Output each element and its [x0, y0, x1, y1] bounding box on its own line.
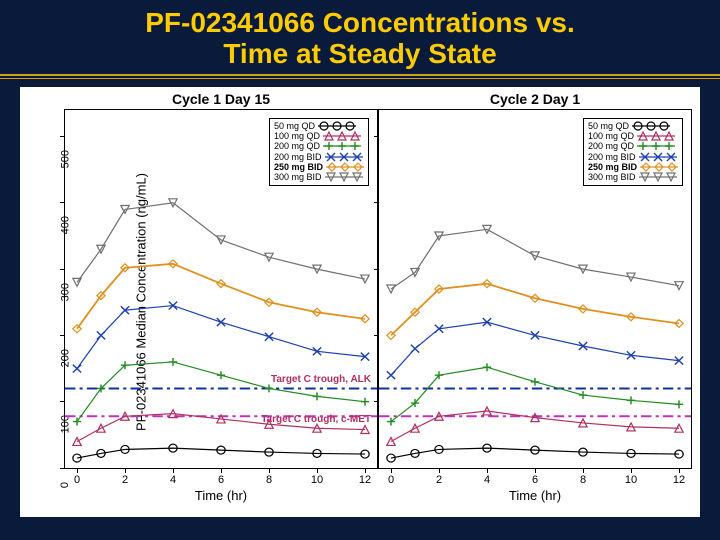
legend-swatch	[639, 172, 677, 182]
slide-title: PF-02341066 Concentrations vs. Time at S…	[0, 0, 720, 70]
y-tick-mark	[374, 468, 379, 469]
legend-item: 300 mg BID	[588, 172, 678, 182]
legend-swatch	[637, 141, 675, 151]
target-cmet-label: Target C trough, c-MET	[261, 414, 371, 425]
legend-item: 200 mg QD	[588, 141, 678, 151]
legend-swatch	[323, 131, 361, 141]
panel-title: Cycle 2 Day 1	[378, 91, 692, 107]
legend-item: 250 mg BID	[274, 162, 364, 172]
legend-item: 200 mg BID	[274, 152, 364, 162]
legend-swatch	[326, 162, 364, 172]
x-axis-label: Time (hr)	[509, 488, 561, 503]
legend-label: 300 mg BID	[588, 172, 636, 182]
legend-label: 250 mg BID	[274, 162, 323, 172]
legend-label: 300 mg BID	[274, 172, 322, 182]
y-tick-mark	[60, 468, 65, 469]
target-alk-label: Target C trough, ALK	[271, 374, 371, 385]
x-tick-mark	[535, 468, 536, 473]
x-tick-mark	[391, 468, 392, 473]
x-axis-label: Time (hr)	[195, 488, 247, 503]
x-tick-mark	[221, 468, 222, 473]
legend-label: 200 mg QD	[588, 141, 634, 151]
legend-item: 300 mg BID	[274, 172, 364, 182]
x-tick-mark	[679, 468, 680, 473]
legend: 50 mg QD100 mg QD200 mg QD200 mg BID250 …	[583, 118, 683, 186]
legend-item: 50 mg QD	[274, 121, 364, 131]
y-tick-label: 0	[59, 468, 71, 488]
plot-area: 0100200300400500024681012Target C trough…	[64, 109, 378, 469]
title-line-1: PF-02341066 Concentrations vs.	[145, 7, 575, 38]
plot-area: 02468101250 mg QD100 mg QD200 mg QD200 m…	[378, 109, 692, 469]
x-tick-mark	[583, 468, 584, 473]
legend-label: 200 mg BID	[274, 152, 322, 162]
legend-swatch	[637, 131, 675, 141]
legend-item: 100 mg QD	[274, 131, 364, 141]
panels-row: Cycle 1 Day 15 0100200300400500024681012T…	[20, 87, 700, 517]
panel-0: Cycle 1 Day 15 0100200300400500024681012T…	[64, 91, 378, 481]
x-tick-mark	[77, 468, 78, 473]
legend-label: 250 mg BID	[588, 162, 637, 172]
legend-label: 200 mg QD	[274, 141, 320, 151]
panel-1: Cycle 2 Day 1 02468101250 mg QD100 mg QD2…	[378, 91, 692, 481]
legend-swatch	[632, 121, 670, 131]
chart-container: PF-02341066 Median Concentration (ng/mL)…	[20, 87, 700, 517]
legend-item: 100 mg QD	[588, 131, 678, 141]
legend-item: 50 mg QD	[588, 121, 678, 131]
legend-swatch	[325, 152, 363, 162]
title-line-2: Time at Steady State	[223, 38, 496, 69]
x-tick-mark	[439, 468, 440, 473]
legend-item: 200 mg QD	[274, 141, 364, 151]
legend: 50 mg QD100 mg QD200 mg QD200 mg BID250 …	[269, 118, 369, 186]
legend-swatch	[325, 172, 363, 182]
title-underline-rules	[0, 74, 720, 79]
legend-label: 50 mg QD	[274, 121, 315, 131]
x-tick-mark	[365, 468, 366, 473]
legend-swatch	[323, 141, 361, 151]
x-tick-mark	[487, 468, 488, 473]
legend-item: 250 mg BID	[588, 162, 678, 172]
legend-label: 100 mg QD	[588, 131, 634, 141]
legend-swatch	[640, 162, 678, 172]
legend-label: 200 mg BID	[588, 152, 636, 162]
legend-swatch	[318, 121, 356, 131]
legend-swatch	[639, 152, 677, 162]
x-tick-mark	[631, 468, 632, 473]
panel-title: Cycle 1 Day 15	[64, 91, 378, 107]
legend-item: 200 mg BID	[588, 152, 678, 162]
legend-label: 50 mg QD	[588, 121, 629, 131]
x-tick-mark	[269, 468, 270, 473]
legend-label: 100 mg QD	[274, 131, 320, 141]
x-tick-mark	[317, 468, 318, 473]
x-tick-mark	[125, 468, 126, 473]
x-tick-mark	[173, 468, 174, 473]
